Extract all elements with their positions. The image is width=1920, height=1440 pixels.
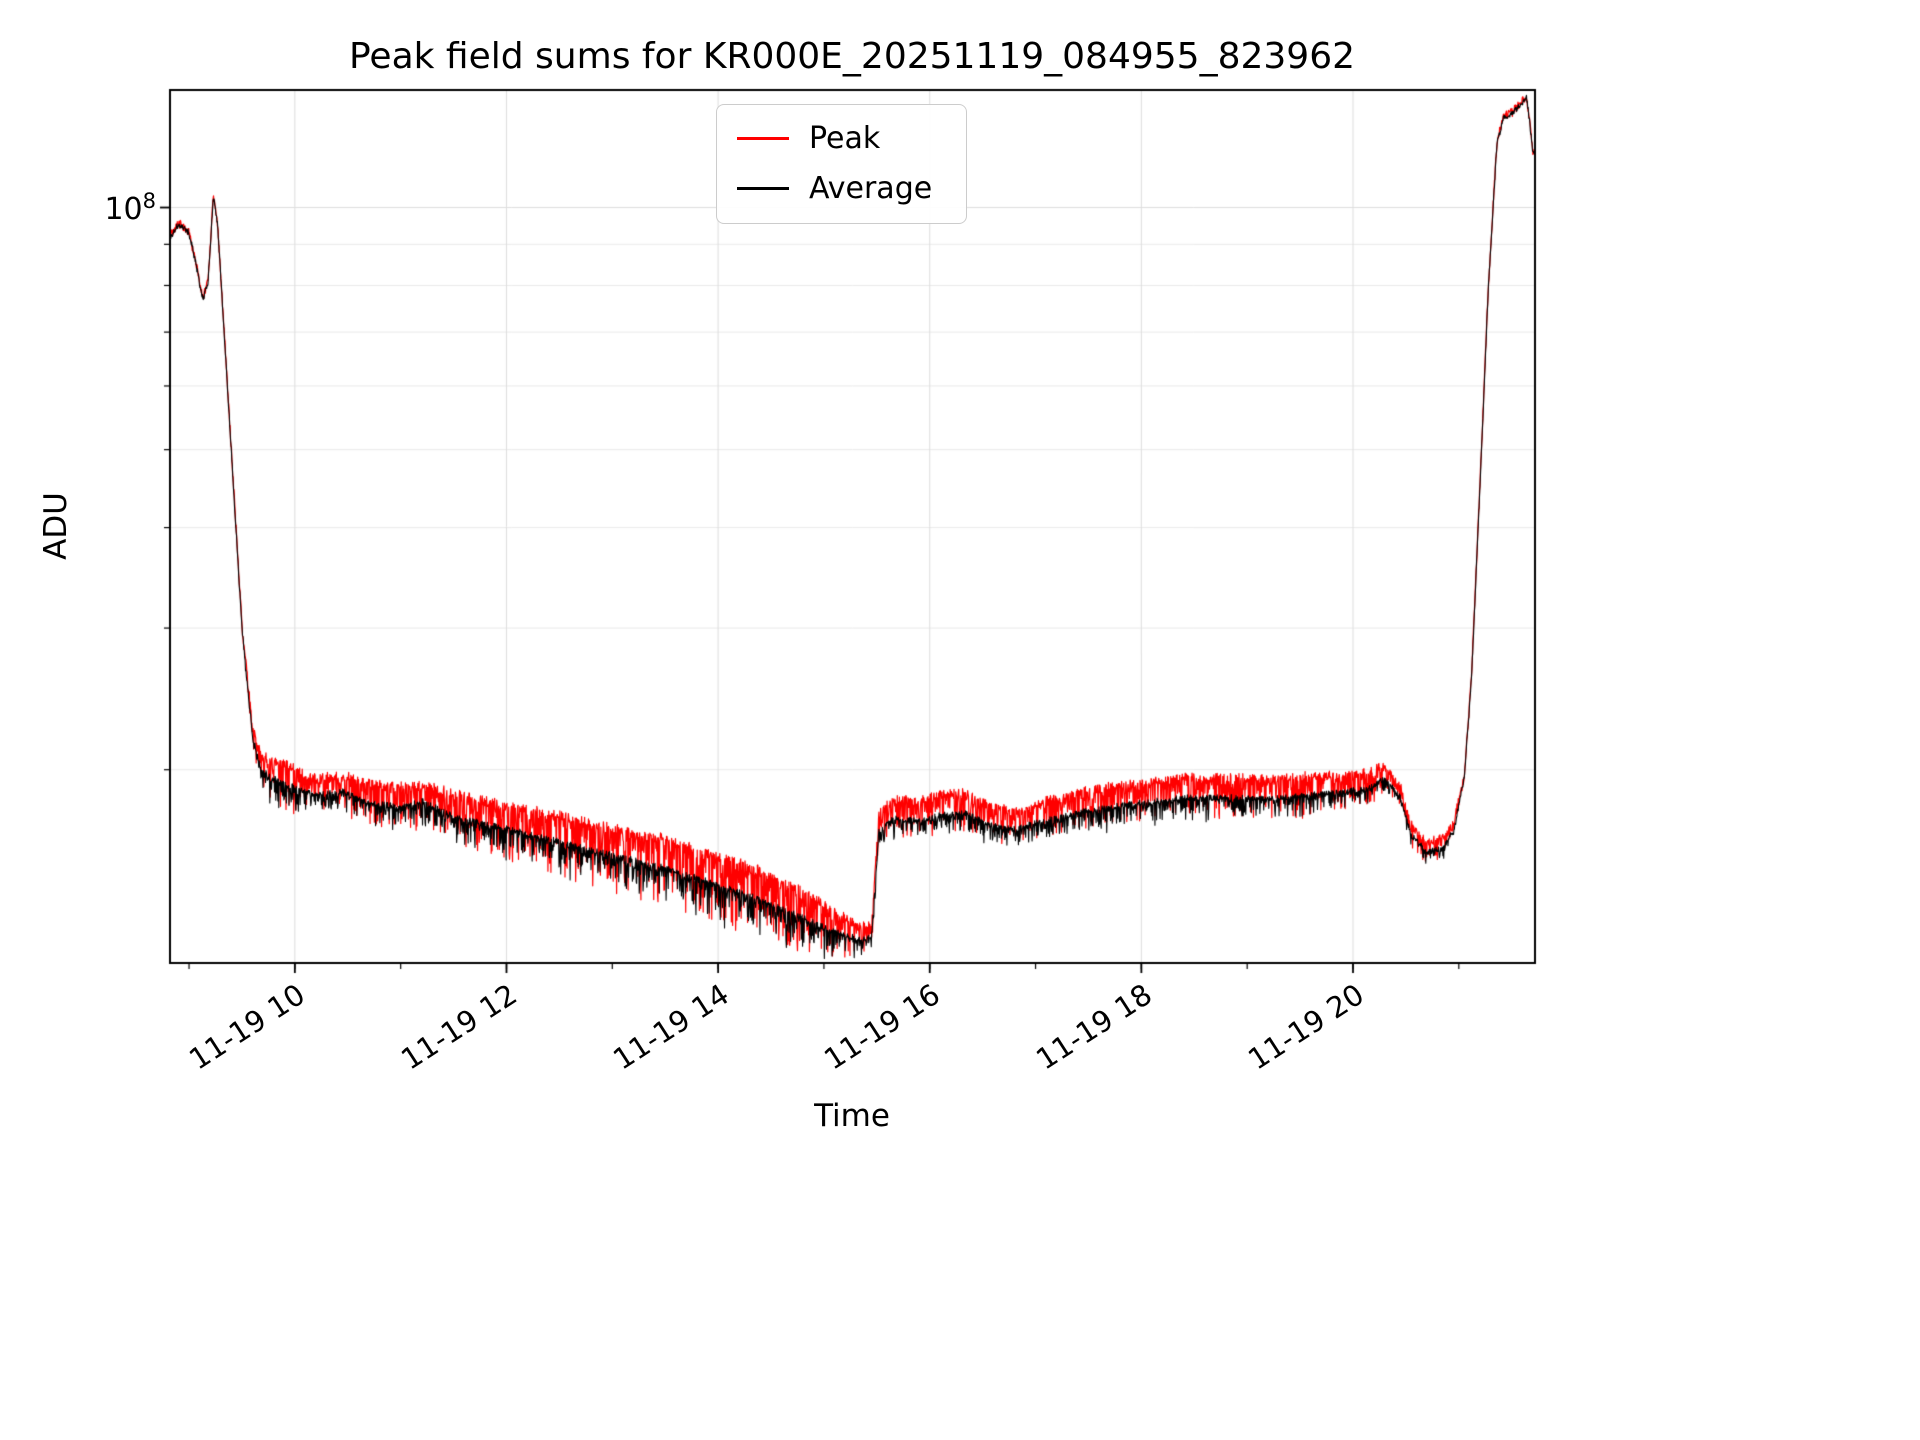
y-tick-exponent: 8 xyxy=(142,188,156,213)
y-axis-label: ADU xyxy=(38,492,74,560)
chart-title: Peak field sums for KR000E_20251119_0849… xyxy=(349,36,1355,77)
y-tick-base: 10 xyxy=(104,191,143,227)
legend-entry-peak: Peak xyxy=(737,117,932,159)
legend-entry-average: Average xyxy=(737,167,932,209)
x-axis-label: Time xyxy=(814,1098,890,1134)
y-tick-label: 108 xyxy=(104,189,156,227)
legend-swatch xyxy=(737,136,789,140)
legend-label: Average xyxy=(809,170,933,206)
chart-legend: Peak Average xyxy=(716,104,968,224)
legend-swatch xyxy=(737,186,789,190)
legend-label: Peak xyxy=(809,120,881,156)
